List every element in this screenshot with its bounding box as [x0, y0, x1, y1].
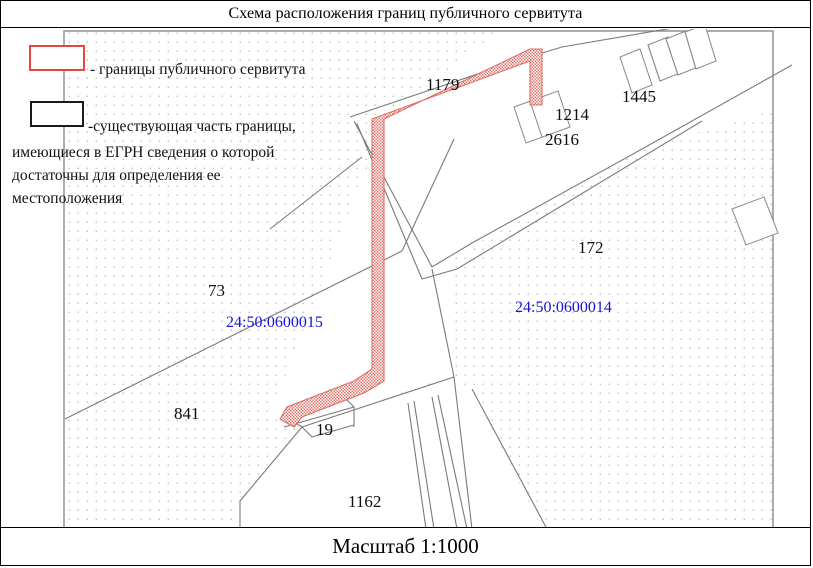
cadastral-map-graphic — [63, 29, 809, 527]
public-servitude-boundary — [279, 48, 543, 428]
title-bar: Схема расположения границ публичного сер… — [1, 1, 810, 28]
white-parcel-fills — [240, 29, 809, 527]
scale-caption: Масштаб 1:1000 — [332, 534, 479, 558]
map-inner-frame — [63, 30, 774, 527]
map-canvas: - границы публичного сервитута -существу… — [2, 29, 809, 527]
page-title: Схема расположения границ публичного сер… — [228, 5, 583, 22]
scale-bar: Масштаб 1:1000 — [1, 527, 810, 565]
building-footprints — [513, 29, 779, 246]
